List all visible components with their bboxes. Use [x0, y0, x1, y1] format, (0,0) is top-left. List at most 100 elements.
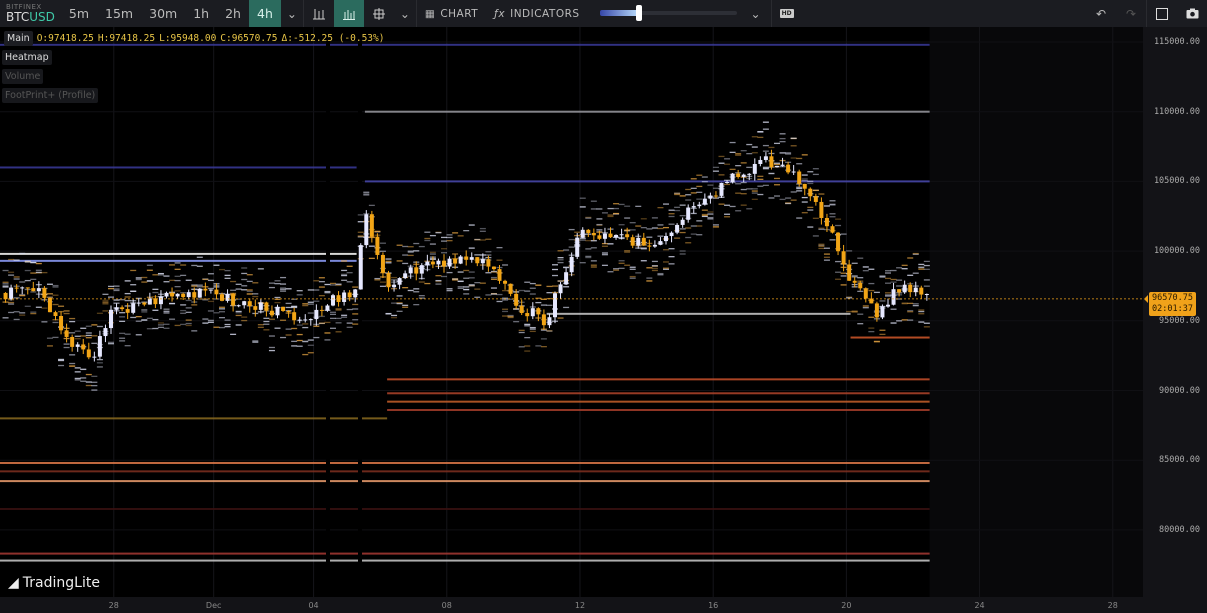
order-dash	[318, 281, 325, 283]
candle-body	[874, 303, 879, 318]
data-gap	[326, 27, 330, 597]
order-dash	[185, 319, 192, 321]
order-dash	[923, 326, 930, 328]
order-dash	[690, 225, 697, 227]
order-dash	[335, 308, 342, 310]
order-dash	[607, 214, 614, 216]
order-dash	[152, 291, 159, 294]
order-dash	[341, 273, 348, 276]
timeframe-15m[interactable]: 15m	[105, 6, 134, 21]
candle-body	[736, 173, 741, 177]
order-dash	[302, 326, 309, 329]
order-dash	[157, 322, 164, 324]
layer-footprint-profile[interactable]: FootPrint+ (Profile)	[2, 88, 99, 103]
candle-body	[158, 296, 163, 305]
order-dash	[868, 282, 875, 285]
order-dash	[607, 271, 614, 273]
main-series-tag[interactable]: Main	[4, 31, 33, 46]
candle-body	[297, 319, 302, 321]
chevron-down-icon[interactable]: ⌄	[399, 6, 410, 21]
order-dash	[624, 205, 631, 207]
camera-icon[interactable]	[1177, 0, 1207, 27]
order-dash	[629, 268, 636, 270]
order-dash	[357, 235, 364, 237]
hd-toggle[interactable]: HD	[779, 9, 794, 18]
close-value: C:96570.75	[220, 33, 278, 44]
order-dash	[24, 260, 31, 262]
order-dash	[152, 288, 159, 290]
heatmap-level	[0, 552, 930, 555]
order-dash	[513, 308, 520, 310]
slider-handle[interactable]	[635, 5, 642, 21]
order-dash	[646, 236, 653, 238]
order-dash	[579, 262, 586, 264]
timeframe-chevron-down-icon[interactable]: ⌄	[286, 6, 297, 21]
candles-icon[interactable]	[304, 0, 334, 27]
order-dash	[35, 306, 42, 308]
candle-body	[702, 198, 707, 205]
crosshair-icon[interactable]	[364, 0, 394, 27]
undo-icon[interactable]: ↶	[1095, 6, 1107, 21]
slider-chevron-down-icon[interactable]: ⌄	[750, 6, 761, 21]
order-dash	[740, 204, 747, 206]
order-dash	[457, 287, 464, 289]
candle-body	[697, 204, 702, 207]
order-dash	[618, 262, 625, 264]
candle-body	[658, 241, 663, 245]
order-dash	[718, 174, 725, 176]
order-dash	[58, 305, 65, 307]
timeframe-2h[interactable]: 2h	[225, 6, 241, 21]
candle-body	[708, 195, 713, 199]
order-dash	[724, 183, 731, 186]
order-dash	[896, 267, 903, 269]
order-dash	[30, 272, 37, 274]
price-tick-label: 95000.00	[1159, 315, 1200, 326]
time-axis[interactable]: 28 Dec 04 08 12 16 20 24 28	[0, 597, 1143, 613]
order-dash	[774, 162, 780, 164]
layer-heatmap[interactable]: Heatmap	[2, 50, 52, 65]
timeframe-4h[interactable]: 4h	[249, 0, 281, 27]
order-dash	[490, 278, 497, 280]
order-dash	[2, 269, 9, 272]
order-dash	[163, 308, 170, 310]
layer-volume[interactable]: Volume	[2, 69, 44, 84]
heatmap-intensity-slider[interactable]	[596, 0, 741, 27]
candle-body	[97, 336, 102, 357]
order-dash	[663, 203, 669, 205]
chart-button[interactable]: ▦ CHART	[424, 7, 479, 20]
order-dash	[829, 216, 836, 218]
order-dash	[879, 300, 886, 302]
symbol-selector[interactable]: BITFINEX BTCUSD	[0, 4, 61, 24]
order-dash	[452, 279, 459, 281]
time-tick-label: 24	[974, 601, 985, 610]
order-dash	[435, 283, 442, 285]
order-dash	[96, 358, 103, 361]
candle-body	[891, 289, 896, 305]
order-dash	[80, 335, 87, 337]
order-dash	[835, 271, 842, 273]
order-dash	[912, 272, 919, 274]
order-dash	[729, 151, 736, 154]
fullscreen-icon[interactable]	[1147, 0, 1177, 27]
timeframe-30m[interactable]: 30m	[149, 6, 178, 21]
bars-icon[interactable]	[333, 0, 364, 27]
order-dash	[74, 377, 81, 380]
price-axis[interactable]: 115000.00 110000.00 105000.00 100000.00 9500…	[1143, 27, 1207, 613]
indicators-button[interactable]: ƒx INDICATORS	[494, 7, 580, 20]
order-dash	[535, 297, 542, 299]
order-dash	[568, 246, 575, 248]
timeframe-5m[interactable]: 5m	[68, 6, 90, 21]
order-dash	[191, 285, 198, 287]
order-dash	[901, 268, 908, 270]
candle-body	[719, 182, 724, 196]
order-dash	[885, 282, 891, 284]
order-dash	[413, 291, 420, 293]
order-dash	[80, 368, 87, 371]
candle-body	[636, 237, 641, 246]
timeframe-1h[interactable]: 1h	[193, 6, 210, 21]
redo-icon[interactable]: ↷	[1125, 6, 1137, 21]
order-dash	[235, 324, 242, 326]
order-dash	[324, 339, 331, 341]
heatmap-chart[interactable]	[0, 27, 1143, 597]
heatmap-level	[0, 461, 930, 464]
